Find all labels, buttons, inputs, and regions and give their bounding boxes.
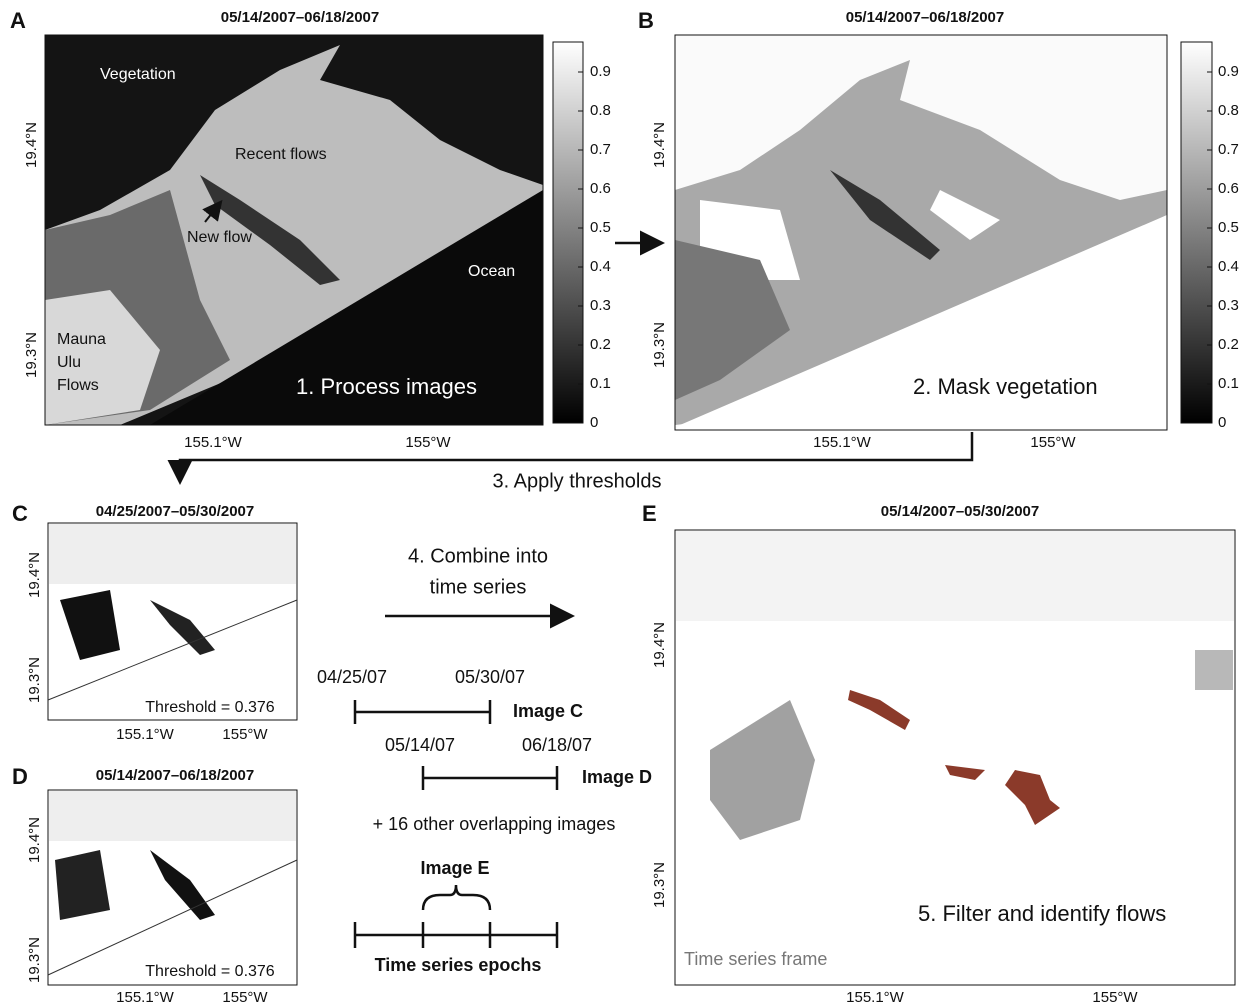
colorbar-label: 0	[1218, 414, 1226, 431]
y-tick-label: 19.3°N	[651, 862, 668, 908]
image-a	[45, 35, 543, 425]
colorbar-label: 0.3	[1218, 297, 1239, 314]
panel-letter: A	[10, 8, 26, 33]
x-tick-label: 155.1°W	[116, 726, 175, 743]
colorbar-label: 0	[590, 414, 598, 431]
x-tick-label: 155.1°W	[813, 434, 872, 451]
panel-title: 05/14/2007–05/30/2007	[881, 503, 1040, 520]
annotation: Flows	[57, 377, 99, 394]
page: A 05/14/2007–06/18/2007 0.9 0.8 0.7 0.6 0.5 0…	[0, 0, 1241, 1006]
interval-label: Image D	[582, 767, 652, 787]
y-tick-label: 19.4°N	[26, 552, 43, 598]
interval-label: Image E	[420, 858, 489, 878]
colorbar-label: 0.8	[1218, 102, 1239, 119]
panel-letter: E	[642, 501, 657, 526]
frame-label: Time series frame	[684, 949, 827, 969]
brace	[423, 885, 490, 910]
x-tick-label: 155°W	[405, 434, 451, 451]
y-tick-label: 19.3°N	[23, 332, 40, 378]
y-tick-label: 19.3°N	[26, 937, 43, 983]
panel-letter: D	[12, 764, 28, 789]
note: + 16 other overlapping images	[373, 814, 616, 834]
date: 06/18/07	[522, 735, 592, 755]
colorbar-label: 0.7	[590, 141, 611, 158]
interval	[355, 700, 490, 724]
colorbar-label: 0.6	[1218, 180, 1239, 197]
caption: 5. Filter and identify flows	[918, 901, 1166, 926]
date: 04/25/07	[317, 667, 387, 687]
y-tick-label: 19.3°N	[651, 322, 668, 368]
panel-title: 05/14/2007–06/18/2007	[96, 767, 255, 784]
date: 05/14/07	[385, 735, 455, 755]
y-tick-label: 19.4°N	[23, 122, 40, 168]
colorbar-label: 0.6	[590, 180, 611, 197]
threshold: Threshold = 0.376	[145, 699, 275, 716]
caption: 2. Mask vegetation	[913, 374, 1098, 399]
y-tick-label: 19.4°N	[651, 122, 668, 168]
threshold: Threshold = 0.376	[145, 963, 275, 980]
annotation: Recent flows	[235, 146, 327, 163]
colorbar-label: 0.4	[590, 258, 611, 275]
timeline	[355, 922, 557, 948]
annotation: Mauna	[57, 331, 106, 348]
x-tick-label: 155.1°W	[846, 989, 905, 1006]
y-tick-label: 19.4°N	[26, 817, 43, 863]
panel-letter: C	[12, 501, 28, 526]
interval	[423, 766, 557, 790]
image-b	[675, 35, 1167, 430]
y-tick-label: 19.3°N	[26, 657, 43, 703]
x-tick-label: 155°W	[1030, 434, 1076, 451]
colorbar-label: 0.5	[1218, 219, 1239, 236]
colorbar-label: 0.8	[590, 102, 611, 119]
caption: 1. Process images	[296, 374, 477, 399]
y-tick-label: 19.4°N	[651, 622, 668, 668]
step-label: time series	[430, 576, 527, 598]
annotation: Vegetation	[100, 66, 176, 83]
annotation: Ulu	[57, 354, 81, 371]
colorbar-label: 0.3	[590, 297, 611, 314]
step-label: 3. Apply thresholds	[493, 470, 662, 492]
colorbar-label: 0.2	[1218, 336, 1239, 353]
colorbar-label: 0.5	[590, 219, 611, 236]
colorbar	[1181, 42, 1212, 423]
colorbar-label: 0.7	[1218, 141, 1239, 158]
colorbar-label: 0.2	[590, 336, 611, 353]
image-c	[48, 523, 297, 720]
panel-title: 05/14/2007–06/18/2007	[221, 9, 380, 26]
colorbar-label: 0.9	[590, 63, 611, 80]
panel-title: 04/25/2007–05/30/2007	[96, 503, 255, 520]
step-label: 4. Combine into	[408, 545, 548, 567]
x-tick-label: 155°W	[1092, 989, 1138, 1006]
annotation: Ocean	[468, 263, 515, 280]
image-d	[48, 790, 297, 985]
colorbar-label: 0.9	[1218, 63, 1239, 80]
x-tick-label: 155°W	[222, 989, 268, 1006]
annotation: New flow	[187, 229, 252, 246]
colorbar-label: 0.4	[1218, 258, 1239, 275]
timeline-label: Time series epochs	[375, 955, 542, 975]
x-tick-label: 155°W	[222, 726, 268, 743]
x-tick-label: 155.1°W	[184, 434, 243, 451]
colorbar	[553, 42, 583, 423]
panel-letter: B	[638, 8, 654, 33]
figure: A 05/14/2007–06/18/2007 0.9 0.8 0.7 0.6 0.5 0…	[0, 0, 1241, 1006]
date: 05/30/07	[455, 667, 525, 687]
colorbar-label: 0.1	[1218, 375, 1239, 392]
panel-title: 05/14/2007–06/18/2007	[846, 9, 1005, 26]
colorbar-label: 0.1	[590, 375, 611, 392]
x-tick-label: 155.1°W	[116, 989, 175, 1006]
interval-label: Image C	[513, 701, 583, 721]
